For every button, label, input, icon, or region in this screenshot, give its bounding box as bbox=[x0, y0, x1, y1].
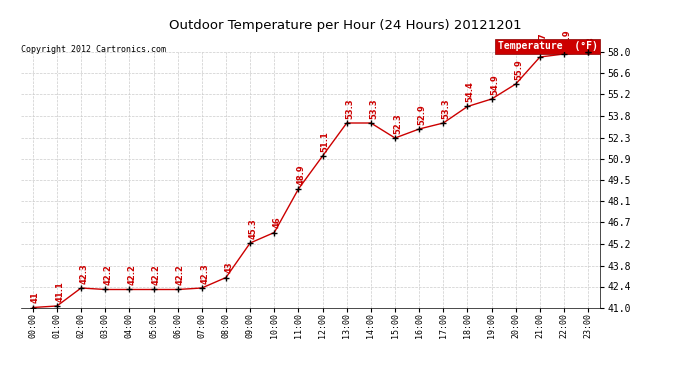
Text: 42.3: 42.3 bbox=[79, 263, 88, 284]
Text: 53.3: 53.3 bbox=[369, 98, 378, 119]
Text: 55.9: 55.9 bbox=[514, 59, 523, 80]
Text: 42.3: 42.3 bbox=[200, 263, 209, 284]
Text: 53.3: 53.3 bbox=[345, 98, 354, 119]
Text: Temperature  (°F): Temperature (°F) bbox=[497, 41, 598, 51]
Text: 52.3: 52.3 bbox=[393, 113, 402, 134]
Text: 42.2: 42.2 bbox=[152, 264, 161, 285]
Text: 42.2: 42.2 bbox=[128, 264, 137, 285]
Text: 43: 43 bbox=[224, 262, 233, 273]
Text: Outdoor Temperature per Hour (24 Hours) 20121201: Outdoor Temperature per Hour (24 Hours) … bbox=[168, 19, 522, 32]
Text: 41: 41 bbox=[31, 292, 40, 303]
Text: 58: 58 bbox=[586, 37, 595, 48]
Text: 42.2: 42.2 bbox=[104, 264, 112, 285]
Text: 41.1: 41.1 bbox=[55, 281, 64, 302]
Text: 45.3: 45.3 bbox=[248, 218, 257, 239]
Text: 54.4: 54.4 bbox=[466, 81, 475, 102]
Text: 51.1: 51.1 bbox=[321, 131, 330, 152]
Text: 46: 46 bbox=[273, 217, 282, 228]
Text: 54.9: 54.9 bbox=[490, 74, 499, 95]
Text: 57.9: 57.9 bbox=[562, 29, 571, 50]
Text: 52.9: 52.9 bbox=[417, 104, 426, 125]
Text: 42.2: 42.2 bbox=[176, 264, 185, 285]
Text: 57.7: 57.7 bbox=[538, 32, 547, 53]
Text: 53.3: 53.3 bbox=[442, 98, 451, 119]
Text: Copyright 2012 Cartronics.com: Copyright 2012 Cartronics.com bbox=[21, 45, 166, 54]
Text: 48.9: 48.9 bbox=[297, 164, 306, 185]
